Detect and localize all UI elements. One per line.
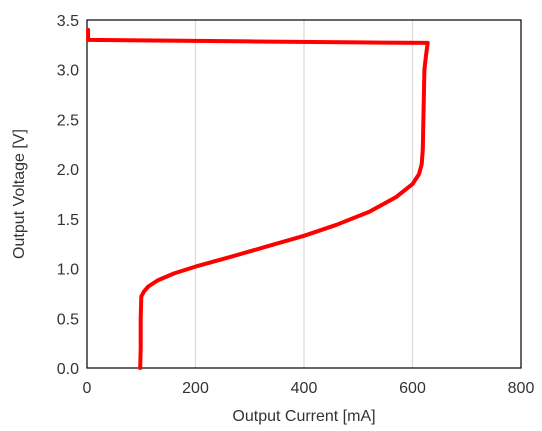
y-tick-label: 2.0: [57, 162, 79, 179]
y-axis-tick-labels: 0.0 0.5 1.0 1.5 2.0 2.5 3.0 3.5: [57, 13, 79, 378]
voltage-current-curve: [86, 27, 430, 370]
series-layer: [86, 27, 430, 370]
x-tick-label: 0: [83, 380, 92, 397]
y-tick-label: 1.5: [57, 212, 79, 229]
x-axis-title: Output Current [mA]: [232, 408, 375, 425]
y-tick-label: 1.0: [57, 262, 79, 279]
y-axis-title: Output Voltage [V]: [11, 129, 28, 259]
y-tick-label: 2.5: [57, 112, 79, 129]
y-tick-label: 0.0: [57, 361, 79, 378]
x-tick-label: 200: [182, 380, 209, 397]
y-tick-label: 0.5: [57, 311, 79, 328]
x-tick-label: 400: [291, 380, 318, 397]
y-tick-label: 3.0: [57, 63, 79, 80]
grid-lines: [194, 20, 414, 368]
y-tick-label: 3.5: [57, 13, 79, 30]
plot-area-border: [86, 19, 522, 369]
x-tick-label: 800: [508, 380, 535, 397]
x-axis-tick-labels: 0 200 400 600 800: [83, 380, 535, 397]
x-tick-label: 600: [399, 380, 426, 397]
